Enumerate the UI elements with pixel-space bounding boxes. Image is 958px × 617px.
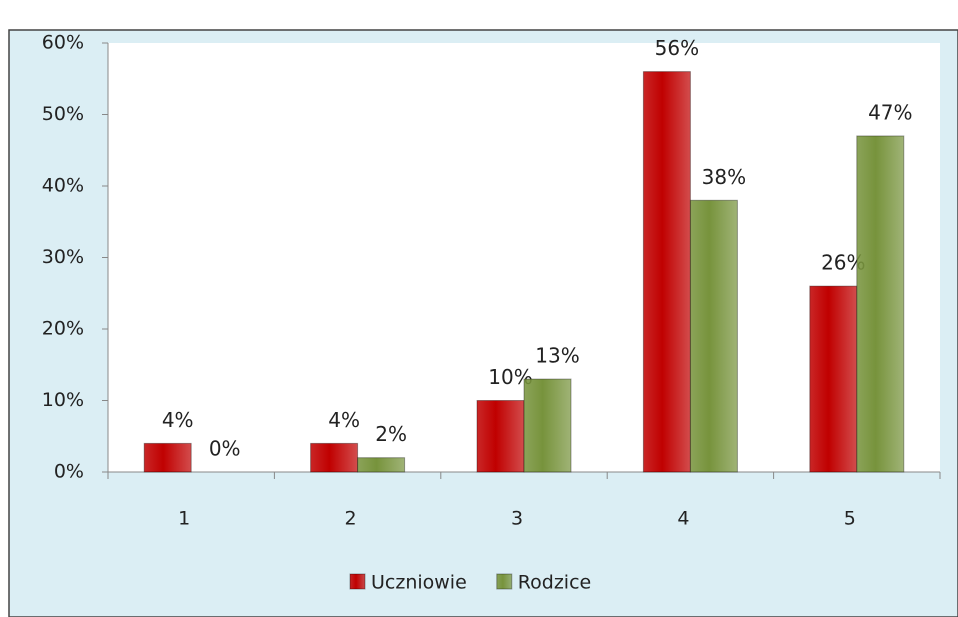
data-label: 0% xyxy=(209,437,241,461)
legend-swatch xyxy=(496,573,513,590)
data-label: 38% xyxy=(702,165,746,189)
bar xyxy=(357,457,406,473)
y-tick-label: 50% xyxy=(42,103,84,125)
bar xyxy=(642,71,691,473)
bar xyxy=(689,199,738,473)
x-tick-label: 4 xyxy=(677,508,689,530)
y-tick-label: 0% xyxy=(54,461,84,483)
data-label: 4% xyxy=(162,408,194,432)
bar xyxy=(143,442,192,473)
bar xyxy=(856,135,905,473)
x-tick-label: 1 xyxy=(178,508,190,530)
data-label: 13% xyxy=(535,344,579,368)
bar xyxy=(476,400,525,473)
y-tick-label: 30% xyxy=(42,246,84,268)
x-tick-label: 3 xyxy=(511,508,523,530)
legend-label: Rodzice xyxy=(518,572,591,594)
y-tick-label: 20% xyxy=(42,318,84,340)
bar xyxy=(809,285,858,473)
bar xyxy=(523,378,572,473)
legend-swatch xyxy=(349,573,366,590)
y-tick-label: 60% xyxy=(42,32,84,54)
y-tick-label: 40% xyxy=(42,175,84,197)
legend-label: Uczniowie xyxy=(371,572,467,594)
x-tick-label: 2 xyxy=(345,508,357,530)
bar xyxy=(310,442,359,473)
x-tick-label: 5 xyxy=(844,508,856,530)
data-label: 56% xyxy=(655,36,699,60)
data-label: 47% xyxy=(868,100,912,124)
data-label: 2% xyxy=(375,422,407,446)
data-label: 4% xyxy=(328,408,360,432)
y-tick-label: 10% xyxy=(42,389,84,411)
